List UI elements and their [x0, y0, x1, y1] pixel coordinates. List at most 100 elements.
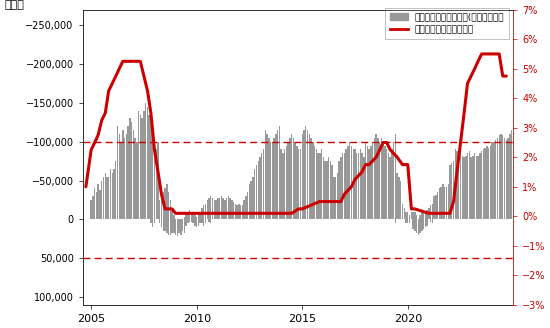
Bar — [96, 192, 97, 219]
Bar — [240, 210, 241, 219]
Bar — [314, 165, 315, 219]
Bar — [502, 135, 503, 219]
Bar — [507, 154, 509, 219]
Bar — [252, 180, 254, 219]
Bar — [259, 169, 261, 219]
Bar — [407, 212, 409, 219]
Bar — [309, 161, 310, 219]
Bar — [113, 192, 115, 219]
Bar — [119, 192, 120, 219]
Bar — [104, 180, 106, 219]
Bar — [238, 210, 240, 219]
Bar — [442, 190, 444, 219]
Bar — [404, 215, 405, 219]
Bar — [293, 169, 294, 219]
Bar — [289, 154, 290, 219]
Bar — [301, 134, 303, 219]
Bar — [257, 202, 259, 219]
Bar — [433, 202, 435, 219]
Bar — [310, 154, 312, 219]
Bar — [316, 165, 317, 219]
Bar — [393, 165, 394, 219]
Bar — [386, 161, 387, 219]
Bar — [347, 188, 349, 219]
Bar — [140, 161, 141, 219]
Bar — [205, 217, 206, 219]
Bar — [368, 150, 370, 219]
Bar — [229, 200, 231, 219]
Bar — [231, 200, 233, 219]
Bar — [241, 208, 243, 219]
Bar — [386, 150, 387, 219]
Bar — [470, 159, 472, 219]
Bar — [180, 219, 182, 235]
Bar — [486, 146, 488, 219]
Bar — [236, 208, 238, 219]
Bar — [324, 165, 326, 219]
Bar — [206, 200, 208, 219]
Bar — [367, 146, 368, 219]
Bar — [159, 204, 161, 219]
Bar — [106, 177, 108, 219]
Bar — [317, 161, 319, 219]
Bar — [335, 192, 337, 219]
Bar — [416, 219, 417, 233]
Bar — [307, 146, 308, 219]
Bar — [265, 180, 266, 219]
Bar — [342, 173, 343, 219]
Bar — [474, 171, 475, 219]
Bar — [210, 205, 212, 219]
Bar — [454, 187, 456, 219]
Bar — [273, 138, 275, 219]
Bar — [115, 190, 117, 219]
Bar — [110, 204, 111, 219]
Bar — [96, 192, 97, 219]
Bar — [288, 157, 289, 219]
Bar — [483, 150, 484, 219]
Bar — [425, 219, 426, 227]
Bar — [435, 195, 437, 219]
Bar — [117, 188, 118, 219]
Bar — [395, 169, 396, 219]
Bar — [177, 219, 178, 236]
Bar — [154, 154, 155, 219]
Bar — [275, 154, 277, 219]
Bar — [481, 151, 482, 219]
Bar — [236, 205, 238, 219]
Bar — [358, 165, 359, 219]
Bar — [430, 205, 431, 219]
Bar — [456, 151, 458, 219]
Bar — [523, 167, 525, 219]
Bar — [140, 114, 141, 219]
Bar — [288, 157, 289, 219]
Bar — [125, 200, 127, 219]
Bar — [351, 157, 352, 219]
Bar — [145, 142, 146, 219]
Bar — [361, 173, 363, 219]
Bar — [314, 161, 315, 219]
Bar — [184, 217, 185, 219]
Bar — [344, 154, 345, 219]
Bar — [191, 212, 192, 219]
Bar — [463, 159, 465, 219]
Bar — [367, 177, 368, 219]
Bar — [277, 161, 278, 219]
Bar — [389, 157, 391, 219]
Bar — [161, 196, 162, 219]
Bar — [208, 198, 210, 219]
Bar — [187, 215, 189, 219]
Bar — [319, 165, 321, 219]
Bar — [426, 219, 428, 222]
Bar — [492, 142, 493, 219]
Bar — [240, 208, 241, 219]
Bar — [150, 138, 152, 219]
Bar — [291, 134, 293, 219]
Bar — [112, 200, 113, 219]
Bar — [493, 156, 494, 219]
Bar — [224, 200, 226, 219]
Bar — [472, 161, 474, 219]
Bar — [326, 173, 328, 219]
Bar — [444, 187, 446, 219]
Bar — [263, 161, 264, 219]
Bar — [266, 134, 268, 219]
